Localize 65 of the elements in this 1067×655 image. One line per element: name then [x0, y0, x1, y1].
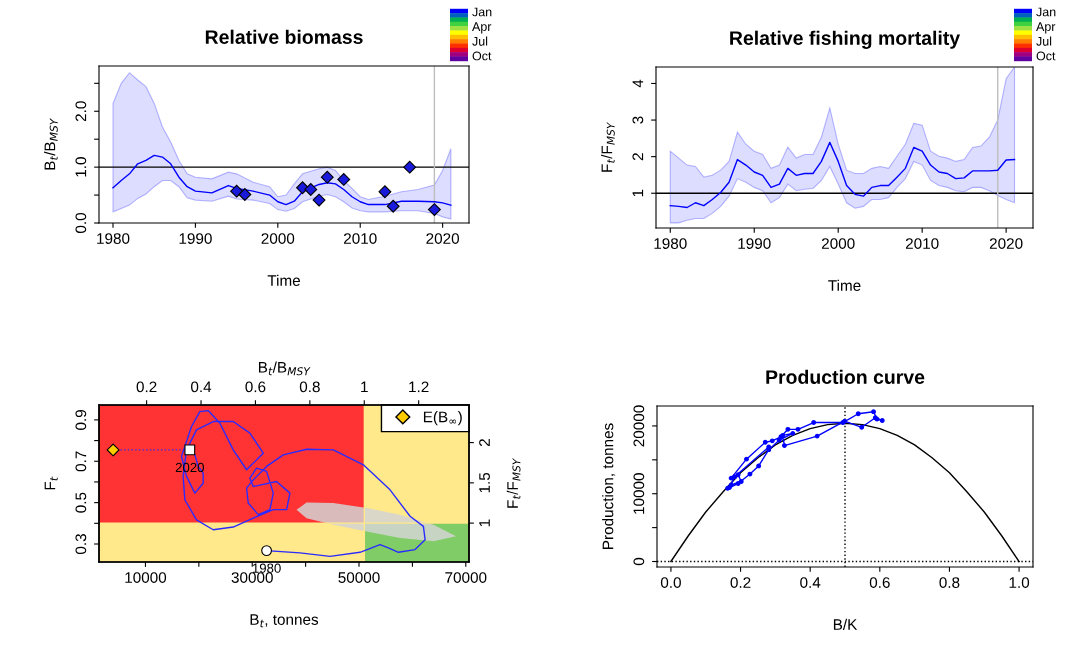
y2-tick-label: 1.5 — [479, 472, 490, 493]
x-axis-title: B$_{t}$, tonnes — [250, 614, 319, 628]
text: Apr — [472, 22, 492, 34]
y-tick-label: 4 — [632, 79, 644, 88]
x-tick-label: 2020 — [989, 238, 1023, 249]
y-tick-label: 2.0 — [75, 101, 87, 122]
y-tick-label: 0.9 — [75, 410, 87, 430]
x2-tick-label: 0.4 — [191, 381, 212, 393]
x-axis-title: Time — [267, 274, 301, 286]
y2-tick-label: 2 — [479, 439, 490, 447]
x-tick-label: 10000 — [125, 572, 167, 583]
x-tick-label: 1980 — [654, 238, 687, 249]
text: Oct — [472, 51, 492, 61]
chart-title: Relative fishing mortality — [730, 30, 961, 49]
text: Jan — [1036, 7, 1056, 17]
x2-tick-label: 1 — [361, 381, 368, 393]
chart-title: Production curve — [766, 369, 925, 384]
annotation: 1980 — [252, 563, 281, 573]
y-tick-label: 3 — [632, 116, 644, 124]
x-tick-label: 0.0 — [660, 577, 681, 588]
x2-tick-label: 1.2 — [409, 381, 429, 393]
x2-tick-label: 0.2 — [136, 381, 157, 393]
y-tick-label: 0.7 — [75, 451, 87, 472]
x2-tick-label: 0.8 — [299, 381, 320, 393]
y-tick-label: 0.5 — [75, 492, 87, 513]
y-tick-label: 2 — [632, 153, 644, 161]
y-axis-title: F$_{t}$/F$_{MSY}$ — [601, 121, 615, 172]
text: Apr — [1036, 22, 1056, 34]
legend-label: E(B$_{∞}$) — [423, 411, 462, 426]
x-tick-label: 2010 — [344, 233, 377, 244]
x2-tick-label: 0.6 — [245, 381, 266, 393]
y-axis-title: Production, tonnes — [602, 423, 616, 549]
x-tick-label: 0.2 — [730, 577, 751, 588]
y-tick-label: 10000 — [633, 473, 645, 514]
x-tick-label: 1990 — [738, 238, 771, 249]
text: Jan — [472, 7, 492, 17]
chart-title: Relative biomass — [205, 29, 363, 44]
y-tick-label: 0.3 — [75, 534, 87, 555]
x-tick-label: 0.6 — [869, 577, 890, 588]
y-tick-label: 20000 — [633, 405, 645, 447]
y-axis-title: F$_{t}$ — [44, 476, 58, 490]
x-tick-label: 1.0 — [1009, 577, 1030, 588]
y-tick-label: 0 — [633, 557, 645, 566]
y-tick-label: 1 — [632, 189, 644, 197]
x-axis-title: B/K — [833, 618, 858, 630]
x-tick-label: 2020 — [426, 233, 460, 244]
x-tick-label: 2000 — [821, 238, 855, 249]
y2-axis-title: F$_{t}$/F$_{MSY}$ — [506, 457, 521, 508]
y-axis-title: B$_{t}$/B$_{MSY}$ — [44, 118, 58, 170]
y-tick-label: 1.0 — [75, 157, 87, 177]
text: Oct — [1036, 51, 1056, 61]
y2-tick-label: 1 — [479, 519, 490, 527]
x-tick-label: 50000 — [338, 572, 380, 583]
x-tick-label: 2000 — [261, 233, 295, 244]
x-tick-label: 1980 — [97, 233, 130, 244]
x-tick-label: 0.4 — [800, 577, 821, 588]
x-axis-title: Time — [828, 279, 861, 291]
x-tick-label: 2010 — [905, 238, 939, 249]
x-tick-label: 30000 — [231, 572, 273, 583]
x-tick-label: 1990 — [179, 233, 212, 244]
text: Jul — [472, 36, 488, 46]
text: Jul — [1036, 36, 1052, 46]
x-tick-label: 0.8 — [939, 577, 960, 588]
x-tick-label: 70000 — [445, 572, 487, 583]
x2-axis-title: B$_{t}$/B$_{MSY}$ — [258, 361, 311, 376]
